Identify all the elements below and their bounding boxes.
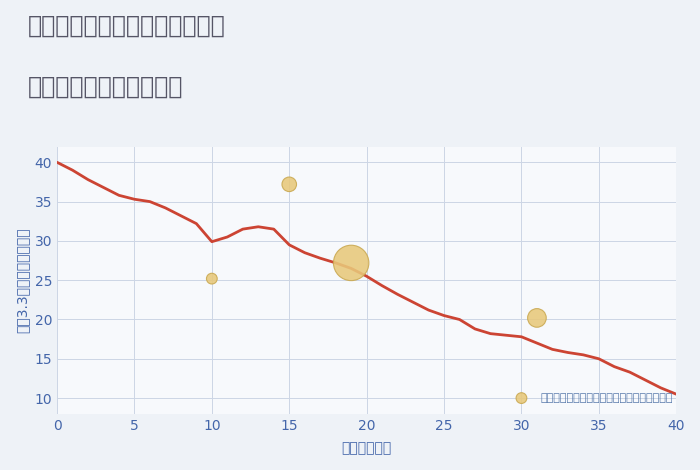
Text: 兵庫県たつの市揖保川町黍田の: 兵庫県たつの市揖保川町黍田の <box>28 14 225 38</box>
Text: 円の大きさは、取引のあった物件面積を示す: 円の大きさは、取引のあった物件面積を示す <box>540 393 673 403</box>
Text: 築年数別中古戸建て価格: 築年数別中古戸建て価格 <box>28 75 183 99</box>
X-axis label: 築年数（年）: 築年数（年） <box>342 441 392 455</box>
Point <box>284 180 295 188</box>
Point <box>206 275 218 282</box>
Y-axis label: 坪（3.3㎡）単価（万円）: 坪（3.3㎡）単価（万円） <box>15 227 29 333</box>
Point <box>516 394 527 402</box>
Point <box>531 314 542 321</box>
Point <box>346 259 357 266</box>
